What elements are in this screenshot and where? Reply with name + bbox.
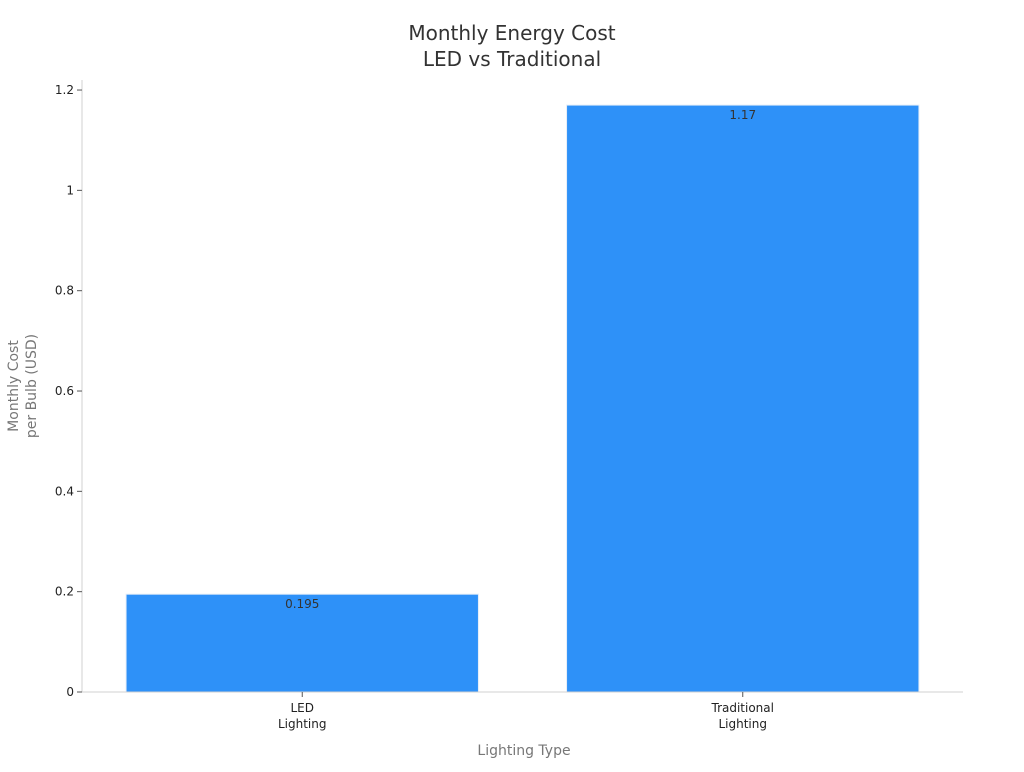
- x-tick-label: LED: [290, 701, 314, 715]
- x-axis-title: Lighting Type: [477, 743, 570, 759]
- y-tick-label: 1: [66, 183, 74, 197]
- y-axis-title-line: per Bulb (USD): [24, 334, 40, 438]
- x-tick-label: Lighting: [278, 717, 327, 731]
- y-tick-label: 0.6: [55, 384, 74, 398]
- bar-value-label: 0.195: [285, 597, 319, 611]
- y-axis-ticks: 0 0.2 0.4 0.6 0.8 1 1.2: [55, 83, 82, 699]
- y-tick-label: 0: [66, 685, 74, 699]
- y-tick-label: 0.2: [55, 585, 74, 599]
- chart-title-line: Monthly Energy Cost: [408, 21, 615, 45]
- y-axis-title: Monthly Cost per Bulb (USD): [6, 334, 40, 438]
- y-tick-label: 0.8: [55, 284, 74, 298]
- x-tick-label: Traditional: [711, 701, 774, 715]
- axes: [81, 80, 963, 693]
- bar-value-label: 1.17: [729, 108, 756, 122]
- bars: [125, 104, 920, 693]
- x-axis-ticks: LED Lighting Traditional Lighting: [278, 692, 774, 731]
- y-tick-label: 1.2: [55, 83, 74, 97]
- bar: [566, 104, 920, 693]
- x-tick-label: Lighting: [718, 717, 767, 731]
- bar: [125, 593, 479, 693]
- y-axis-title-line: Monthly Cost: [6, 340, 22, 432]
- data-labels: 0.195 1.17: [285, 108, 756, 611]
- y-tick-label: 0.4: [55, 484, 74, 498]
- chart-title-line: LED vs Traditional: [423, 47, 601, 71]
